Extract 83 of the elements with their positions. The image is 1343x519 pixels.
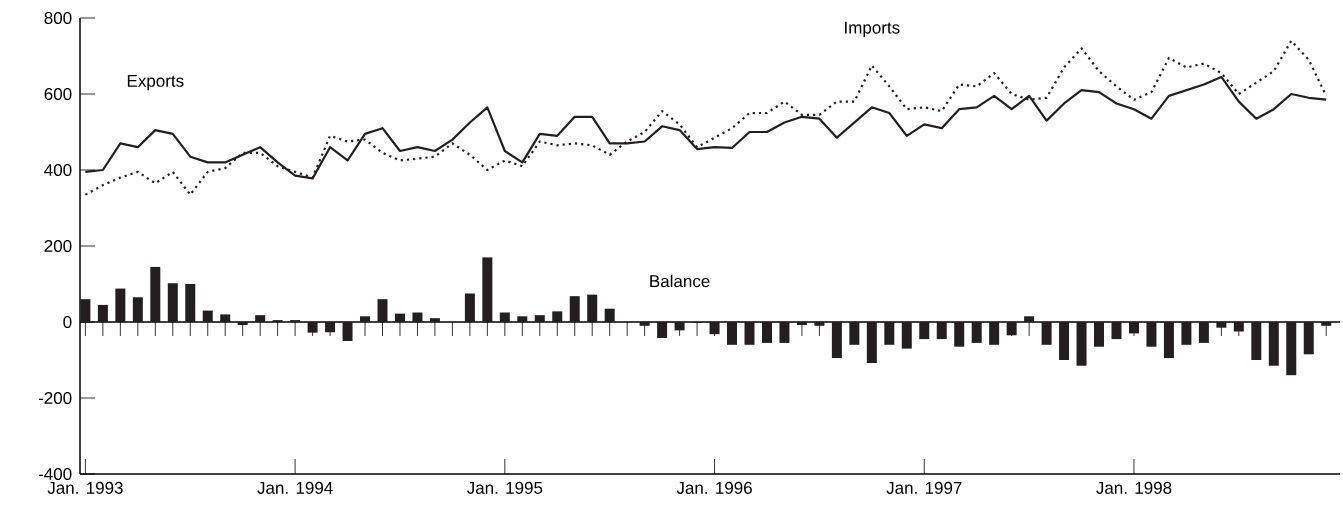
bar — [971, 322, 982, 343]
bar — [80, 299, 91, 322]
bar — [779, 322, 790, 343]
bar — [97, 304, 108, 322]
bar — [1041, 322, 1052, 345]
bar — [325, 322, 336, 333]
bar — [132, 297, 143, 322]
x-tick-label: Jan. 1995 — [466, 481, 543, 494]
bar — [552, 311, 563, 322]
bar — [936, 322, 947, 340]
bar — [517, 316, 528, 322]
text: Exports — [127, 74, 184, 91]
bar — [989, 322, 1000, 345]
x-tick-label: Jan. 1997 — [886, 481, 962, 494]
bar — [307, 322, 318, 333]
bar — [761, 322, 772, 343]
bar — [657, 322, 668, 338]
bar — [569, 296, 580, 322]
bar — [1268, 322, 1279, 366]
bar — [1251, 322, 1262, 360]
bar — [534, 315, 545, 322]
bar — [1111, 322, 1122, 340]
bar — [1006, 322, 1017, 336]
y-tick-label: 600 — [44, 87, 72, 101]
bar — [954, 322, 965, 347]
bar — [639, 322, 650, 326]
bar — [429, 318, 440, 322]
bar — [394, 313, 405, 322]
x-tick-label: Jan. 1996 — [676, 481, 752, 494]
bar — [919, 322, 930, 340]
text: Imports — [845, 21, 900, 38]
bar — [1128, 322, 1139, 334]
bar — [901, 322, 912, 349]
bar — [482, 257, 493, 322]
bar — [1024, 316, 1035, 322]
text: Balance — [650, 274, 710, 288]
bar — [202, 310, 213, 322]
y-tick-label: 0 — [63, 315, 72, 329]
x-tick-label: Jan. 1994 — [257, 481, 333, 494]
bar — [1094, 322, 1105, 347]
y-tick-label: -400 — [38, 467, 72, 481]
x-tick-label: Jan. 1993 — [47, 481, 123, 494]
bar — [464, 293, 475, 322]
x-tick-label: Jan. 1998 — [1096, 481, 1172, 494]
bar — [360, 316, 371, 322]
bar — [255, 315, 266, 322]
bar — [499, 312, 510, 322]
bar — [1233, 322, 1244, 332]
bar — [1303, 322, 1314, 355]
bar — [237, 322, 248, 326]
bar — [1321, 322, 1332, 326]
bar — [814, 322, 825, 326]
bar — [744, 322, 755, 345]
bar — [167, 283, 178, 322]
bar — [1059, 322, 1070, 360]
bar — [220, 314, 231, 322]
bar — [884, 322, 895, 345]
bar — [342, 322, 353, 341]
bar — [1198, 322, 1209, 343]
bar — [1286, 322, 1297, 376]
bar — [1181, 322, 1192, 345]
bar — [587, 294, 598, 322]
bar — [1216, 322, 1227, 328]
bar — [1146, 322, 1157, 347]
y-tick-label: 200 — [44, 239, 72, 253]
bar — [412, 312, 423, 322]
y-tick-label: 400 — [44, 163, 72, 177]
bar — [866, 322, 877, 364]
bar — [150, 266, 161, 322]
bar — [185, 284, 196, 322]
y-tick-label: 800 — [44, 11, 72, 25]
bar — [831, 322, 842, 359]
bar — [377, 299, 388, 322]
bar — [674, 322, 685, 331]
bar — [796, 322, 807, 326]
bar — [1076, 322, 1087, 366]
bar — [115, 288, 126, 322]
bar — [1163, 322, 1174, 359]
bar — [709, 322, 720, 335]
bar — [727, 322, 738, 345]
y-tick-label: -200 — [38, 391, 72, 405]
bar — [604, 308, 615, 322]
bar — [849, 322, 860, 345]
